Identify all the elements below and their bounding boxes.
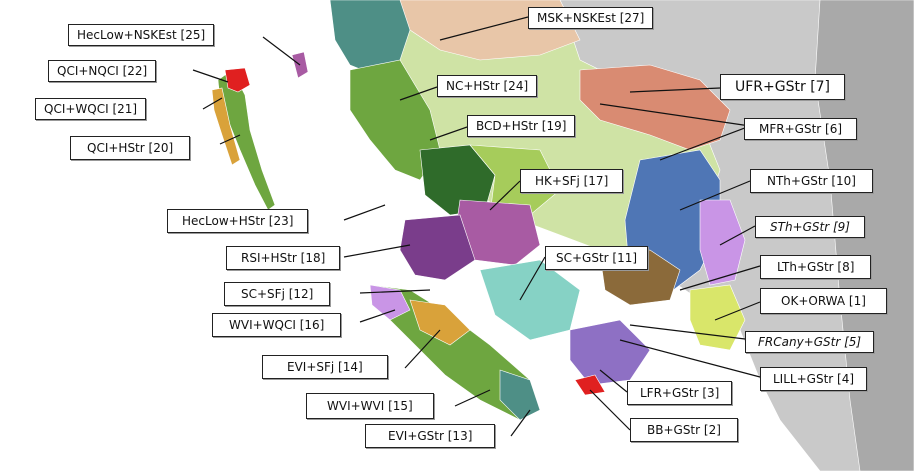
region-ufr-gstr	[579, 64, 731, 151]
label-rsi-hstr: RSI+HStr [18]	[226, 246, 341, 270]
label-wvi-wqci: WVI+WQCI [16]	[212, 313, 342, 337]
label-hk-sfj: HK+SFj [17]	[520, 169, 624, 193]
label-evi-gstr: EVI+GStr [13]	[365, 424, 496, 448]
label-lill-gstr: LILL+GStr [4]	[760, 367, 868, 391]
region-rsi-hstr	[399, 214, 476, 281]
label-sth-gstr: STh+GStr [9]	[755, 216, 865, 238]
label-qci-wqci: QCI+WQCI [21]	[35, 98, 147, 120]
label-msk-nskest: MSK+NSKEst [27]	[528, 7, 654, 29]
region-qci-wqci	[211, 87, 241, 166]
region-evi-sfj	[409, 299, 471, 346]
label-qci-hstr: QCI+HStr [20]	[70, 136, 191, 160]
label-lth-gstr: LTh+GStr [8]	[760, 255, 872, 279]
region-wvi-wqci	[369, 284, 411, 321]
label-frcany-gstr: FRCany+GStr [5]	[745, 331, 875, 353]
label-lfr-gstr: LFR+GStr [3]	[627, 381, 733, 405]
region-sc-sfj	[479, 259, 581, 341]
label-nth-gstr: NTh+GStr [10]	[750, 169, 873, 193]
region-evi-gstr	[499, 369, 541, 421]
label-qci-nqci: QCI+NQCI [22]	[48, 60, 157, 82]
label-heclow-hstr: HecLow+HStr [23]	[167, 209, 309, 233]
label-wvi-wvi: WVI+WVI [15]	[306, 393, 434, 419]
label-heclow-nskest: HecLow+NSKEst [25]	[68, 24, 215, 46]
label-nc-hstr: NC+HStr [24]	[437, 75, 538, 97]
label-ufr-gstr: UFR+GStr [7]	[720, 74, 846, 100]
region-bb-gstr	[574, 374, 606, 396]
region-qci-nqci	[224, 67, 251, 93]
label-sc-gstr: SC+GStr [11]	[545, 246, 649, 270]
label-sc-sfj: SC+SFj [12]	[224, 282, 331, 306]
label-bb-gstr: BB+GStr [2]	[630, 418, 738, 442]
label-ok-orwa: OK+ORWA [1]	[760, 288, 887, 314]
region-sth-gstr	[699, 199, 746, 286]
region-lfr-gstr	[569, 319, 651, 386]
label-bcd-hstr: BCD+HStr [19]	[467, 115, 576, 137]
leader-lines	[192, 16, 761, 437]
label-evi-sfj: EVI+SFj [14]	[262, 355, 388, 379]
region-nc-hstr	[349, 59, 441, 181]
label-mfr-gstr: MFR+GStr [6]	[744, 118, 858, 140]
